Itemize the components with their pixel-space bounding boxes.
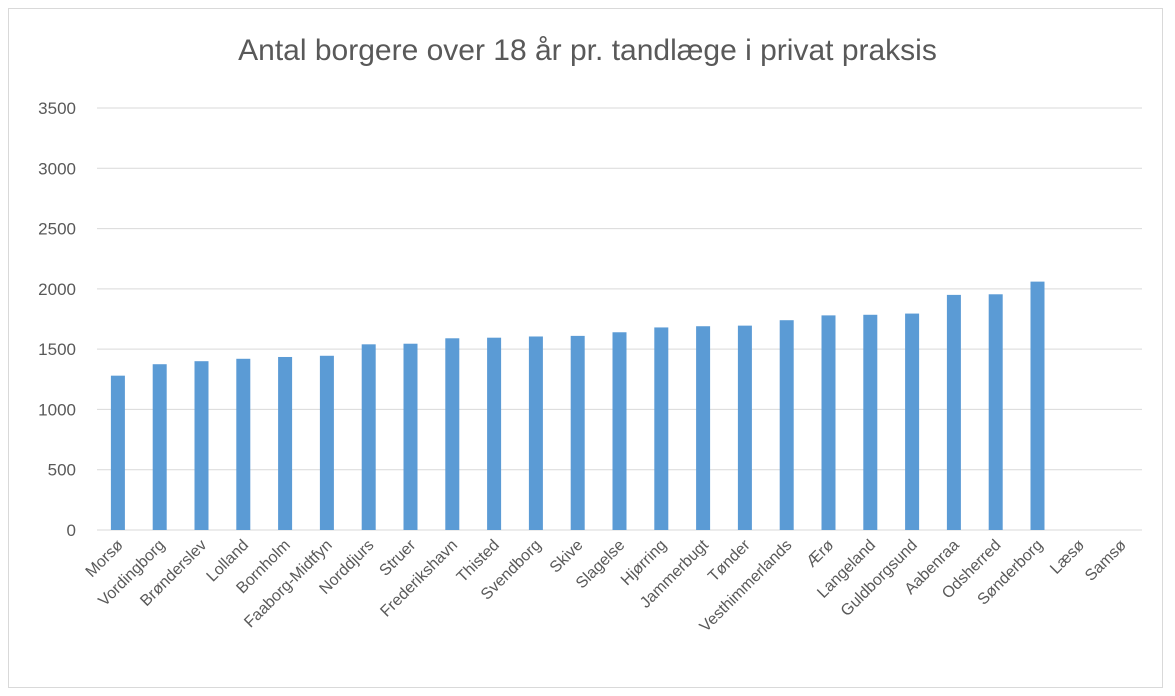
y-tick-label: 3000 xyxy=(38,159,76,178)
chart-frame xyxy=(8,8,1163,688)
y-axis-tick-labels: 0 500 1000 1500 2000 2500 3000 3500 xyxy=(38,99,76,540)
bar-ærø xyxy=(821,315,836,530)
y-tick-label: 1000 xyxy=(38,400,76,419)
bar-vordingborg xyxy=(152,364,167,530)
x-tick-label: Samsø xyxy=(1082,537,1130,585)
x-axis-category-labels: MorsøVordingborgBrønderslevLollandBornho… xyxy=(83,536,1130,635)
bar-langeland xyxy=(863,314,878,530)
bar-odsherred xyxy=(988,294,1003,530)
bar-jammerbugt xyxy=(696,326,711,530)
bar-skive xyxy=(570,335,585,530)
y-tick-label: 3500 xyxy=(38,99,76,118)
bar-faaborg-midtfyn xyxy=(319,355,334,530)
x-tick-label: Ærø xyxy=(803,537,837,571)
bar-morsø xyxy=(110,375,125,530)
bar-aabenraa xyxy=(946,294,961,530)
y-tick-label: 0 xyxy=(67,521,76,540)
bar-lolland xyxy=(236,358,251,530)
bar-thisted xyxy=(487,337,502,530)
y-tick-label: 500 xyxy=(48,461,76,480)
bars xyxy=(110,281,1045,530)
x-tick-label: Frederikshavn xyxy=(377,537,461,621)
bar-guldborgsund xyxy=(905,313,920,530)
y-tick-label: 1500 xyxy=(38,340,76,359)
x-tick-label: Skive xyxy=(547,537,587,577)
bar-norddjurs xyxy=(361,344,376,530)
bar-vesthimmerlands xyxy=(779,320,794,530)
bar-bornholm xyxy=(278,356,293,530)
bar-sønderborg xyxy=(1030,281,1045,530)
bar-hjørring xyxy=(654,327,669,530)
chart-title: Antal borgere over 18 år pr. tandlæge i … xyxy=(238,34,937,67)
bar-frederikshavn xyxy=(445,338,460,530)
y-tick-label: 2500 xyxy=(38,220,76,239)
y-tick-label: 2000 xyxy=(38,280,76,299)
bar-tønder xyxy=(737,325,752,530)
bar-svendborg xyxy=(528,336,543,530)
bar-brønderslev xyxy=(194,361,209,530)
bar-struer xyxy=(403,343,418,530)
bar-slagelse xyxy=(612,332,627,530)
